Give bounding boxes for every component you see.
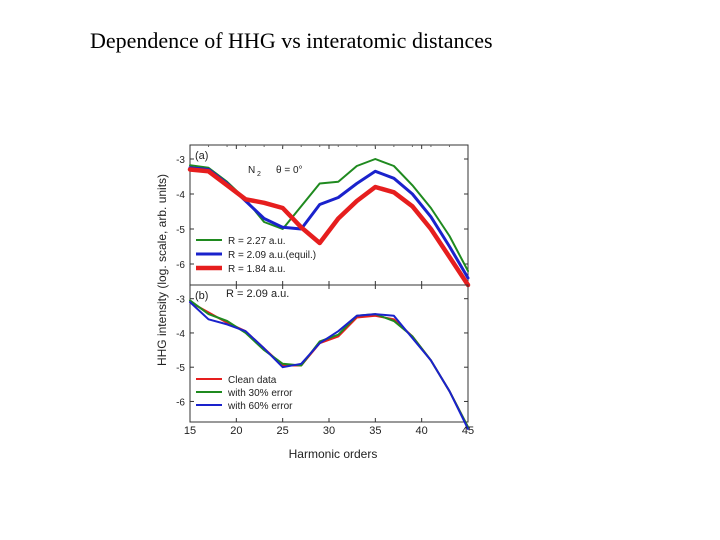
angle-label: θ = 0° — [276, 165, 303, 176]
slide-title: Dependence of HHG vs interatomic distanc… — [90, 28, 493, 53]
series-line — [189, 301, 469, 430]
panel-label: (b) — [195, 290, 208, 302]
x-tick-label: 25 — [277, 425, 289, 437]
molecule-label: N — [248, 165, 255, 176]
legend-label: with 30% error — [227, 388, 293, 399]
panel-annotation: R = 2.09 a.u. — [226, 288, 289, 300]
legend-label: Clean data — [228, 375, 277, 386]
y-tick-label: -3 — [176, 295, 185, 306]
y-tick-label: -6 — [176, 260, 185, 271]
y-tick-label: -6 — [176, 397, 185, 408]
y-tick-label: -5 — [176, 363, 185, 374]
y-axis-title: HHG intensity (log. scale, arb. units) — [155, 174, 169, 366]
y-tick-label: -4 — [176, 190, 185, 201]
y-tick-label: -4 — [176, 329, 185, 340]
molecule-subscript: 2 — [257, 171, 261, 178]
panel-label: (a) — [195, 150, 208, 162]
legend-label: R = 2.09 a.u.(equil.) — [228, 250, 316, 261]
legend-label: with 60% error — [227, 401, 293, 412]
legend-label: R = 1.84 a.u. — [228, 264, 286, 275]
legend-label: R = 2.27 a.u. — [228, 236, 286, 247]
x-axis-title: Harmonic orders — [289, 447, 378, 461]
x-tick-label: 45 — [462, 425, 474, 437]
y-tick-label: -5 — [176, 225, 185, 236]
y-tick-label: -3 — [176, 155, 185, 166]
x-tick-label: 35 — [369, 425, 381, 437]
series-line — [187, 167, 471, 288]
x-tick-label: 40 — [416, 425, 428, 437]
x-tick-label: 30 — [323, 425, 335, 437]
x-tick-label: 15 — [184, 425, 196, 437]
x-tick-label: 20 — [230, 425, 242, 437]
